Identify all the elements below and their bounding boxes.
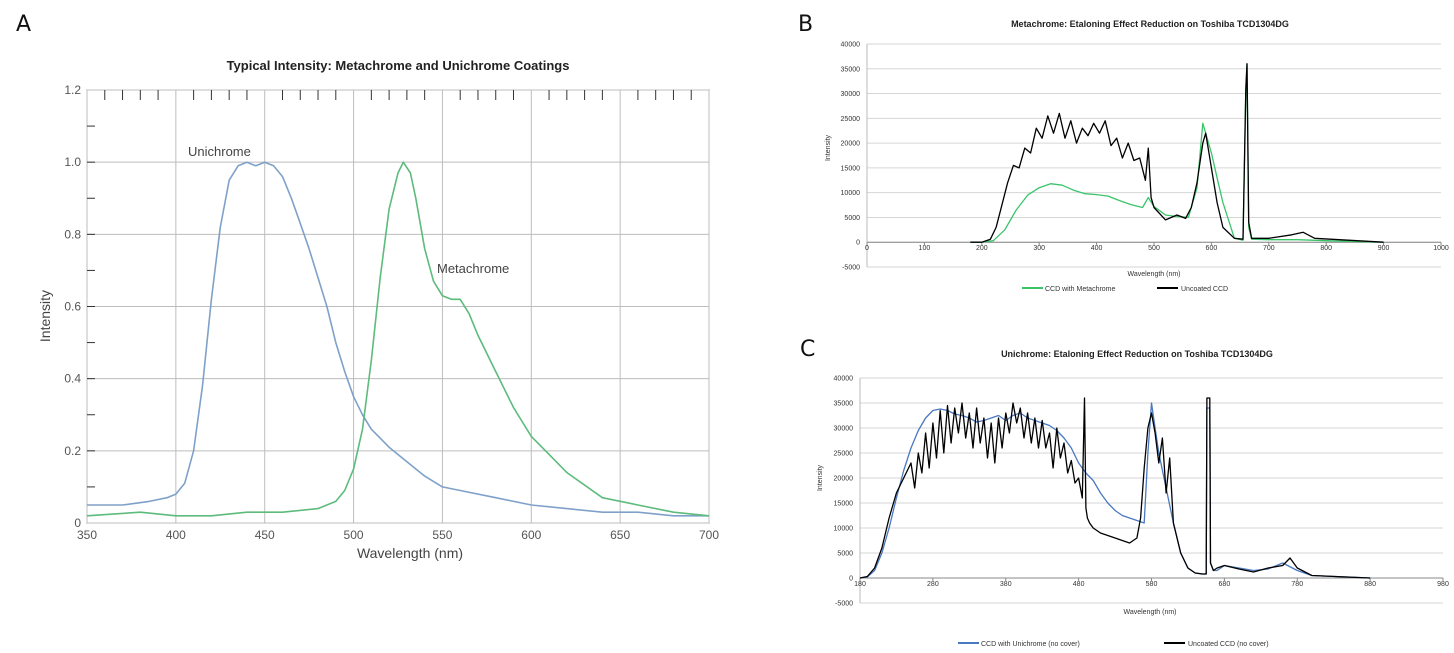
x-tick-label: 350 (77, 528, 97, 542)
chart-c-x-axis-label: Wavelength (nm) (1123, 609, 1176, 616)
chart-b-legend: CCD with Metachrome Uncoated CCD (1022, 286, 1228, 293)
y-tick-label: 0 (856, 240, 860, 247)
y-tick-label: 25000 (841, 116, 861, 123)
chart-a-annotation-metachrome: Metachrome (437, 261, 509, 276)
chart-c-legend-label-uncoated: Uncoated CCD (no cover) (1188, 641, 1269, 648)
chart-b: Metachrome: Etaloning Effect Reduction o… (825, 19, 1449, 293)
series-line-uncoated (86, 161, 710, 517)
chart-b-grid (866, 43, 1442, 268)
x-tick-label: 880 (1364, 581, 1376, 588)
chart-c-x-ticks: 180 280 380 480 580 680 780 880 980 (854, 581, 1449, 588)
x-tick-label: 500 (1148, 245, 1160, 252)
chart-c: Unichrome: Etaloning Effect Reduction on… (817, 349, 1449, 648)
chart-a-title: Typical Intensity: Metachrome and Unichr… (227, 58, 570, 73)
y-tick-label: 25000 (834, 451, 854, 458)
chart-b-legend-label-uncoated: Uncoated CCD (1181, 286, 1228, 293)
chart-b-y-ticks: -5000 0 5000 10000 15000 20000 25000 30000 35000… (841, 42, 861, 272)
series-line-uncoated (970, 63, 1384, 243)
x-tick-label: 700 (699, 528, 719, 542)
x-tick-label: 780 (1291, 581, 1303, 588)
chart-a-series (86, 161, 710, 517)
x-tick-label: 680 (1219, 581, 1231, 588)
x-tick-label: 380 (1000, 581, 1012, 588)
y-tick-label: 30000 (834, 426, 854, 433)
panel-letter-a: A (16, 12, 31, 37)
x-tick-label: 800 (1320, 245, 1332, 252)
y-tick-label: 20000 (841, 141, 861, 148)
x-tick-label: 600 (521, 528, 541, 542)
chart-c-y-ticks: -5000 0 5000 10000 15000 20000 25000 30000 35000… (834, 376, 854, 608)
x-tick-label: 0 (865, 245, 869, 252)
y-tick-label: -5000 (835, 601, 853, 608)
chart-c-legend-label-unichrome: CCD with Unichrome (no cover) (981, 641, 1080, 648)
chart-c-y-axis-label: Intensity (817, 464, 824, 491)
y-tick-label: 5000 (844, 215, 860, 222)
chart-b-y-axis-label: Intensity (825, 134, 832, 161)
y-tick-label: 0 (74, 516, 81, 530)
panel-letter-b: B (798, 12, 813, 37)
x-tick-label: 100 (919, 245, 931, 252)
chart-b-title: Metachrome: Etaloning Effect Reduction o… (1011, 19, 1289, 29)
x-tick-label: 980 (1437, 581, 1449, 588)
x-tick-label: 900 (1378, 245, 1390, 252)
y-tick-label: 5000 (837, 551, 853, 558)
x-tick-label: 300 (1033, 245, 1045, 252)
y-tick-label: 0.6 (64, 300, 81, 314)
series-line-coated (859, 402, 1371, 579)
x-tick-label: 400 (166, 528, 186, 542)
x-tick-label: 480 (1073, 581, 1085, 588)
y-tick-label: 0.2 (64, 444, 81, 458)
chart-c-series (859, 397, 1371, 579)
y-tick-label: 15000 (834, 501, 854, 508)
x-tick-label: 500 (344, 528, 364, 542)
chart-a-top-ticks (87, 90, 692, 488)
x-tick-label: 550 (432, 528, 452, 542)
series-line-uncoated (859, 397, 1371, 579)
y-tick-label: -5000 (842, 265, 860, 272)
y-tick-label: 0.8 (64, 227, 81, 241)
y-tick-label: 10000 (834, 526, 854, 533)
y-tick-label: 1.0 (64, 155, 81, 169)
y-tick-label: 15000 (841, 165, 861, 172)
y-tick-label: 40000 (834, 376, 854, 383)
x-tick-label: 1000 (1433, 245, 1449, 252)
x-tick-label: 580 (1146, 581, 1158, 588)
series-line-coated (87, 161, 709, 517)
chart-b-series (970, 63, 1384, 243)
x-tick-label: 280 (927, 581, 939, 588)
chart-a-x-ticks: 350 400 450 500 550 600 650 700 (77, 528, 719, 542)
y-tick-label: 35000 (841, 66, 861, 73)
x-tick-label: 650 (610, 528, 630, 542)
chart-b-x-ticks: 0 100 200 300 400 500 600 700 800 900 1000 (865, 245, 1449, 252)
panel-letter-c: C (800, 337, 815, 362)
x-tick-label: 400 (1091, 245, 1103, 252)
x-tick-label: 600 (1206, 245, 1218, 252)
y-tick-label: 0 (849, 576, 853, 583)
chart-b-x-axis-label: Wavelength (nm) (1127, 271, 1180, 278)
y-tick-label: 40000 (841, 42, 861, 49)
chart-a-x-axis-label: Wavelength (nm) (357, 545, 463, 561)
chart-a: Typical Intensity: Metachrome and Unichr… (37, 58, 719, 561)
x-tick-label: 200 (976, 245, 988, 252)
x-tick-label: 180 (854, 581, 866, 588)
y-tick-label: 35000 (834, 401, 854, 408)
chart-a-annotation-unichrome: Unichrome (188, 144, 251, 159)
chart-a-y-ticks: 0 0.2 0.4 0.6 0.8 1.0 1.2 (64, 83, 81, 530)
chart-b-legend-label-metachrome: CCD with Metachrome (1045, 286, 1116, 293)
x-tick-label: 700 (1263, 245, 1275, 252)
x-tick-label: 450 (255, 528, 275, 542)
y-tick-label: 10000 (841, 190, 861, 197)
y-tick-label: 30000 (841, 91, 861, 98)
chart-c-legend: CCD with Unichrome (no cover) Uncoated C… (958, 641, 1269, 648)
y-tick-label: 20000 (834, 476, 854, 483)
chart-c-title: Unichrome: Etaloning Effect Reduction on… (1001, 349, 1273, 359)
y-tick-label: 1.2 (64, 83, 81, 97)
y-tick-label: 0.4 (64, 372, 81, 386)
chart-a-y-axis-label: Intensity (37, 290, 53, 342)
